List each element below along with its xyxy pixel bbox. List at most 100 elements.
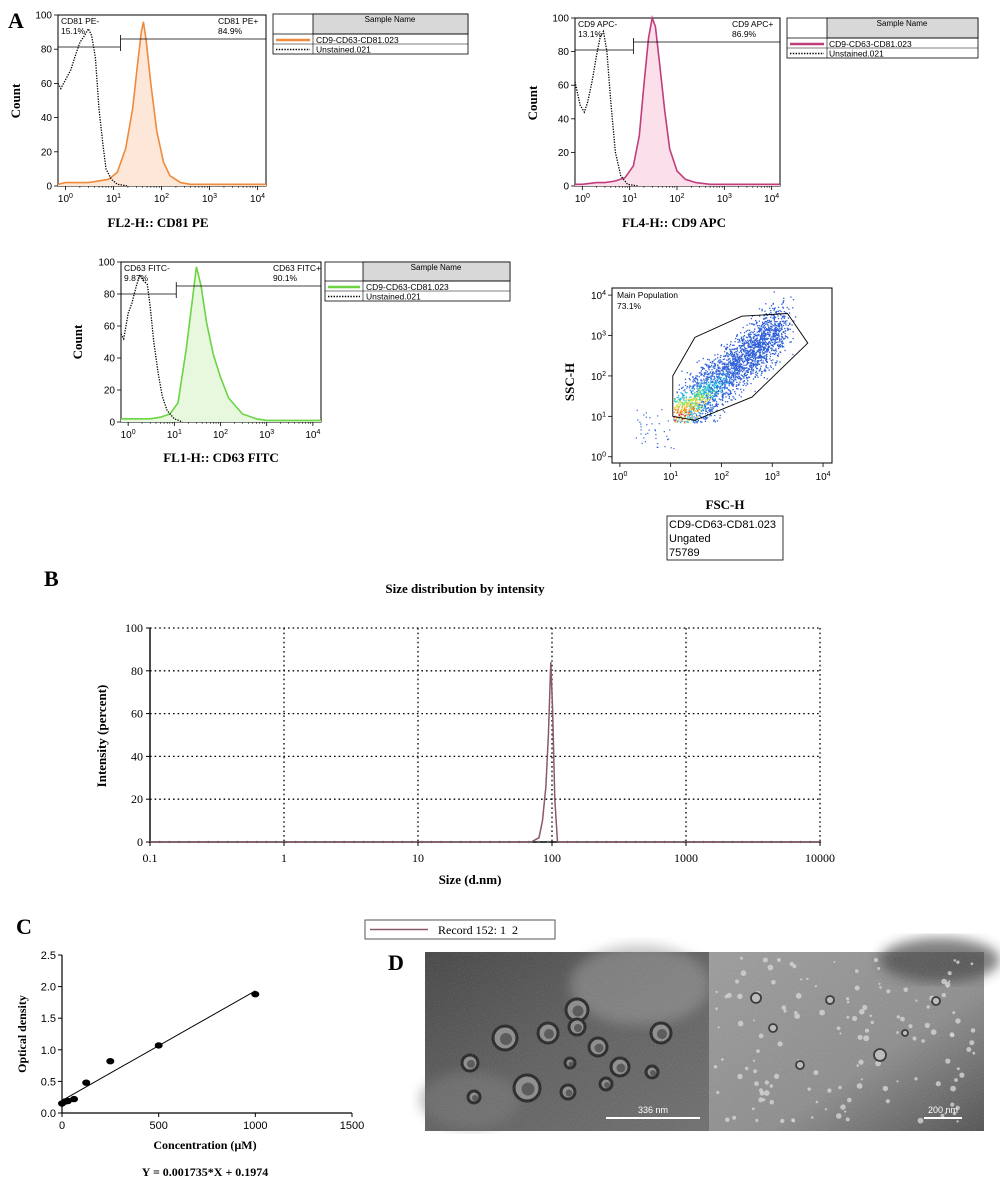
event-dot — [715, 382, 717, 384]
event-dot — [689, 374, 691, 376]
event-dot — [730, 350, 733, 353]
event-dot — [720, 379, 722, 381]
event-dot — [723, 392, 725, 395]
event-dot — [681, 387, 683, 389]
event-dot — [753, 334, 755, 336]
event-dot — [699, 387, 701, 390]
event-dot — [757, 341, 759, 343]
event-dot — [686, 414, 688, 416]
event-dot — [771, 362, 773, 364]
event-dot — [754, 352, 756, 354]
legend: Record 152: 1 2 — [364, 919, 556, 940]
event-dot — [717, 378, 719, 380]
event-dot — [713, 376, 715, 378]
event-dot — [771, 347, 773, 349]
event-dot — [771, 328, 773, 331]
event-dot — [779, 351, 781, 353]
event-dot — [746, 359, 748, 361]
legend-entry: Record 152: 1 2 — [438, 923, 518, 937]
event-dot — [794, 316, 797, 318]
event-dot — [713, 362, 716, 365]
tick-label: 104 — [764, 193, 779, 205]
event-dot — [667, 420, 669, 422]
event-dot — [743, 373, 745, 376]
event-dot — [746, 377, 748, 379]
series-line-unstained — [57, 27, 129, 187]
event-dot — [747, 333, 750, 335]
series-fill — [58, 21, 266, 186]
event-dot — [784, 316, 786, 318]
baseline-marker — [673, 840, 676, 844]
event-dot — [713, 389, 715, 391]
event-dot — [692, 408, 694, 410]
event-dot — [757, 350, 759, 353]
event-dot — [667, 439, 669, 441]
tick-base: 10 — [591, 332, 603, 343]
event-dot — [708, 385, 710, 387]
tick-label: 100 — [121, 429, 136, 441]
tick-base: 10 — [622, 194, 634, 205]
event-dot — [657, 443, 659, 445]
event-dot — [789, 328, 791, 330]
event-dot — [684, 416, 686, 419]
event-dot — [708, 387, 711, 389]
event-dot — [780, 318, 783, 320]
event-dot — [751, 340, 754, 342]
event-dot — [779, 339, 781, 341]
event-dot — [756, 325, 759, 327]
event-dot — [681, 406, 683, 408]
event-dot — [739, 360, 741, 362]
event-dot — [757, 346, 759, 349]
event-dot — [747, 339, 749, 342]
event-dot — [704, 405, 706, 408]
event-dot — [777, 328, 779, 330]
event-dot — [725, 396, 727, 398]
event-dot — [764, 370, 766, 372]
event-dot — [709, 383, 711, 385]
event-dot — [731, 373, 733, 375]
event-dot — [699, 390, 701, 393]
event-dot — [737, 363, 739, 365]
event-dot — [733, 348, 735, 350]
event-dot — [758, 343, 760, 346]
event-dot — [691, 393, 694, 395]
event-dot — [755, 370, 758, 372]
event-dot — [733, 374, 735, 377]
event-dot — [747, 380, 749, 382]
event-dot — [696, 407, 698, 410]
event-dot — [756, 368, 759, 370]
event-dot — [754, 364, 756, 366]
event-dot — [686, 385, 689, 388]
event-dot — [746, 324, 748, 326]
tick-label: 101 — [106, 193, 121, 205]
event-dot — [694, 378, 696, 380]
event-dot — [785, 335, 787, 338]
event-dot — [699, 390, 701, 392]
event-dot — [779, 322, 781, 324]
x-tick-label: 1 — [281, 851, 287, 865]
event-dot — [675, 406, 677, 408]
event-dot — [759, 327, 761, 329]
event-dot — [724, 381, 726, 383]
event-dot — [688, 407, 691, 409]
event-dot — [688, 409, 691, 411]
event-dot — [750, 372, 752, 374]
event-dot — [694, 381, 696, 383]
event-dot — [769, 325, 772, 327]
event-dot — [758, 346, 760, 348]
y-tick-label: 0 — [109, 418, 115, 429]
event-dot — [773, 308, 776, 310]
event-dot — [702, 409, 705, 412]
event-dot — [738, 394, 741, 396]
event-dot — [765, 351, 767, 353]
event-dot — [749, 364, 751, 367]
event-dot — [761, 333, 763, 336]
tick-exponent: 2 — [165, 193, 169, 200]
event-dot — [714, 393, 717, 395]
event-dot — [765, 342, 767, 344]
event-dot — [703, 375, 706, 377]
event-dot — [726, 378, 728, 380]
event-dot — [689, 411, 692, 413]
event-dot — [755, 335, 757, 337]
